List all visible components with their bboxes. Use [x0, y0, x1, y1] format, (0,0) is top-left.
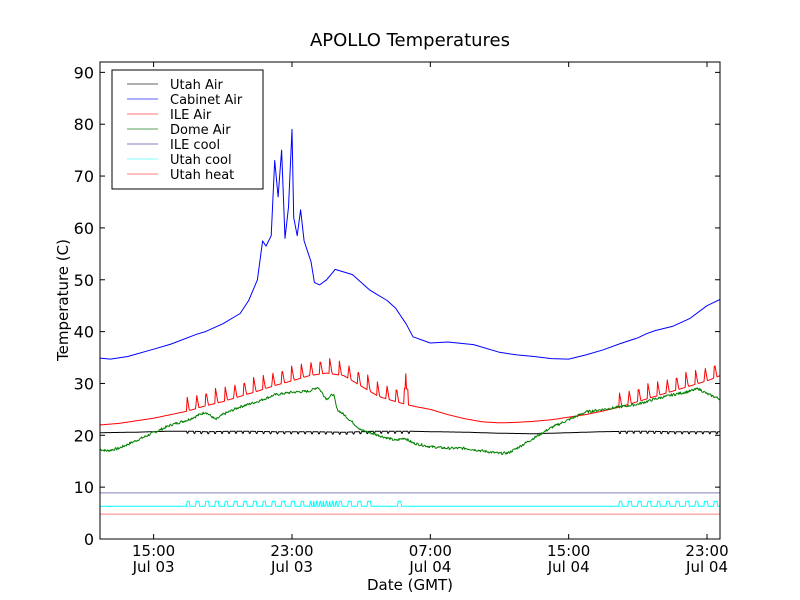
y-tick-label: 50 — [74, 271, 94, 290]
x-tick-label-time: 23:00 — [685, 542, 728, 560]
series-line-utah-cool — [100, 500, 720, 507]
y-tick-label: 60 — [74, 219, 94, 238]
x-tick-label-date: Jul 04 — [685, 558, 728, 576]
x-tick-label-time: 15:00 — [132, 542, 175, 560]
legend-label: Cabinet Air — [170, 93, 243, 108]
x-tick-label-date: Jul 03 — [270, 558, 313, 576]
legend-label: Utah cool — [170, 153, 232, 168]
y-tick-label: 30 — [74, 374, 94, 393]
series-line-utah-air — [100, 430, 720, 435]
y-axis-label: Temperature (C) — [54, 239, 72, 362]
legend-label: Dome Air — [170, 123, 231, 138]
series-line-ile-air — [100, 358, 720, 426]
legend-label: Utah Air — [170, 78, 223, 93]
x-tick-label-date: Jul 04 — [547, 558, 590, 576]
series-layer — [100, 128, 720, 515]
x-tick-label-date: Jul 04 — [408, 558, 451, 576]
series-line-dome-air — [100, 387, 720, 456]
legend-label: ILE Air — [170, 108, 212, 123]
x-axis-label: Date (GMT) — [367, 576, 453, 594]
legend-label: ILE cool — [170, 138, 220, 153]
y-tick-label: 90 — [74, 63, 94, 82]
x-tick-label-date: Jul 03 — [132, 558, 175, 576]
plot-frame — [99, 61, 721, 540]
chart-title: APOLLO Temperatures — [310, 30, 510, 51]
y-tick-label: 20 — [74, 426, 94, 445]
x-tick-label-time: 15:00 — [547, 542, 590, 560]
y-tick-label: 80 — [74, 115, 94, 134]
y-tick-label: 10 — [74, 478, 94, 497]
y-tick-label: 40 — [74, 323, 94, 342]
x-tick-label-time: 07:00 — [409, 542, 452, 560]
y-tick-label: 70 — [74, 167, 94, 186]
legend-label: Utah heat — [170, 168, 234, 183]
y-tick-label: 0 — [84, 530, 94, 549]
x-tick-label-time: 23:00 — [270, 542, 313, 560]
series-line-cabinet-air — [100, 128, 720, 360]
